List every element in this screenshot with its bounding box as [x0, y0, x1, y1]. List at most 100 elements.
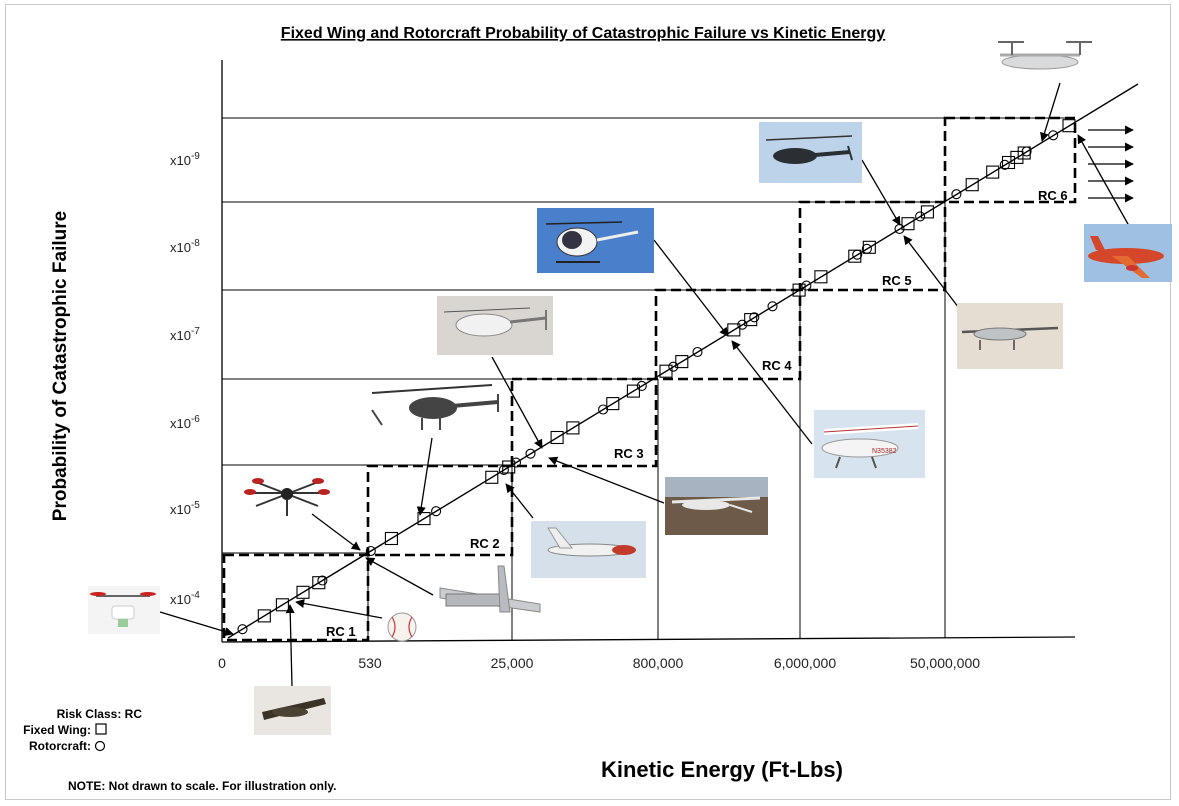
- arrow-hexacopter: [311, 513, 361, 551]
- arrow-scaneagle: [505, 483, 534, 519]
- x-tick-3: 25,000: [491, 655, 534, 671]
- fixed-wing-point: [485, 470, 499, 484]
- y-tick-4-base: x10: [170, 328, 191, 343]
- hand-launched-uav-photo: [254, 686, 331, 735]
- fixed-wing-point: [1001, 155, 1016, 170]
- fixed-wing-uav-photo: [439, 565, 541, 613]
- rotorcraft-point: [668, 361, 679, 372]
- rotorcraft-point: [999, 159, 1010, 170]
- rotorcraft-point: [498, 464, 509, 475]
- rotorcraft-point: [852, 249, 863, 260]
- rc1-box: [222, 553, 370, 642]
- y-tick-1-base: x10: [170, 592, 191, 607]
- rotorcraft-point: [767, 301, 778, 312]
- fixed-wing-point: [848, 249, 862, 263]
- rotorcraft-point: [431, 506, 442, 517]
- tiltrotor-photo: [998, 41, 1092, 70]
- y-tick-2: x10-5: [170, 500, 200, 517]
- x-tick-1: 0: [218, 655, 226, 671]
- rotorcraft-point: [636, 380, 647, 391]
- y-tick-5-base: x10: [170, 240, 191, 255]
- fixed-wing-point: [606, 397, 620, 411]
- y-axis-label: Probability of Catastrophic Failure: [50, 211, 71, 521]
- x-axis-label: Kinetic Energy (Ft-Lbs): [601, 757, 843, 782]
- arrow-light-helicopter: [653, 239, 729, 337]
- rotorcraft-point: [317, 575, 328, 586]
- rc-label-4: RC 4: [762, 358, 792, 373]
- rotorcraft-point: [1021, 146, 1032, 157]
- fixed-wing-point: [1010, 150, 1024, 164]
- hexacopter-photo: [244, 478, 330, 516]
- note: NOTE: Not drawn to scale. For illustrati…: [68, 779, 336, 793]
- predator-drone-photo: [957, 303, 1063, 369]
- legend-fixed-wing: Fixed Wing:: [23, 723, 91, 737]
- x-tick-5: 6,000,000: [774, 655, 836, 671]
- chart-title: Fixed Wing and Rotorcraft Probability of…: [281, 25, 886, 42]
- pointer-arrows: [159, 82, 1134, 687]
- arrow-blackhawk: [861, 159, 901, 226]
- light-helicopter-photo: [537, 208, 654, 273]
- y-tick-5: x10-8: [170, 238, 200, 255]
- unmanned-helicopter-photo: [371, 384, 499, 430]
- rc-label-2: RC 2: [470, 536, 500, 551]
- y-tick-6: x10-9: [170, 151, 200, 168]
- fixed-wing-point: [965, 178, 979, 192]
- arrow-camcopter: [491, 356, 543, 449]
- rc-label-6: RC 6: [1038, 188, 1068, 203]
- fixed-wing-point: [384, 531, 398, 546]
- arrow-fixed-wing-uav: [365, 557, 434, 596]
- chart-frame: [5, 4, 1171, 800]
- rotorcraft-point: [749, 312, 760, 323]
- band-lines: [222, 117, 1075, 554]
- scaneagle-photo: [531, 521, 646, 578]
- rc-label-5: RC 5: [882, 273, 912, 288]
- fixed-wing-point: [550, 430, 564, 445]
- y-tick-6-base: x10: [170, 153, 191, 168]
- risk-class-boxes: [222, 116, 1077, 642]
- data-markers: [237, 119, 1076, 635]
- y-tick-3-exp: -6: [191, 414, 200, 425]
- arrow-quadcopter: [159, 611, 234, 636]
- y-ticks: x10-4 x10-5 x10-6 x10-7 x10-8 x10-9: [170, 151, 200, 607]
- rotorcraft-point: [915, 211, 926, 222]
- rotorcraft-point: [598, 404, 609, 415]
- arrow-hand-launched: [285, 604, 295, 687]
- fixed-wing-point: [566, 421, 580, 435]
- fixed-wing-point: [986, 165, 1000, 179]
- y-tick-4: x10-7: [170, 326, 200, 343]
- rotorcraft-point: [861, 243, 872, 254]
- arrow-baseball: [295, 599, 383, 619]
- chart-title-part1: Fixed Wing and Rotorcraft: [281, 25, 482, 42]
- legend-rotorcraft: Rotorcraft:: [29, 739, 91, 753]
- y-tick-5-exp: -8: [191, 238, 200, 249]
- camcopter-photo: [437, 296, 553, 355]
- fixed-wing-point: [901, 217, 915, 231]
- rc3-box: [510, 377, 658, 468]
- rotorcraft-point: [692, 346, 703, 358]
- rotorcraft-point: [951, 189, 962, 200]
- arrow-cessna: [731, 340, 813, 445]
- fixed-wing-point: [744, 313, 758, 327]
- shadow-uav-photo: [665, 477, 768, 535]
- fixed-wing-point: [296, 585, 310, 599]
- arrow-unmanned-helicopter: [416, 437, 433, 516]
- y-tick-2-base: x10: [170, 502, 191, 517]
- fixed-wing-point: [257, 609, 271, 623]
- x-tick-4: 800,000: [633, 655, 684, 671]
- rc5-box: [798, 200, 947, 292]
- rotorcraft-point: [237, 624, 248, 635]
- rotorcraft-point: [365, 545, 376, 557]
- rotorcraft-point: [525, 448, 536, 459]
- x-ticks: 0 530 25,000 800,000 6,000,000 50,000,00…: [218, 655, 980, 671]
- rc2-box: [366, 464, 514, 557]
- continuation-arrows: [1088, 125, 1134, 203]
- rc4-box: [654, 288, 802, 381]
- fixed-wing-point: [1017, 146, 1031, 160]
- y-tick-2-exp: -5: [191, 500, 200, 511]
- rc6-box: [943, 116, 1077, 204]
- legend: Risk Class: RC Fixed Wing: Rotorcraft:: [23, 707, 142, 753]
- airliner-photo: [1084, 224, 1172, 282]
- blackhawk-helicopter-photo: [759, 122, 862, 183]
- y-tick-1-exp: -4: [191, 590, 200, 601]
